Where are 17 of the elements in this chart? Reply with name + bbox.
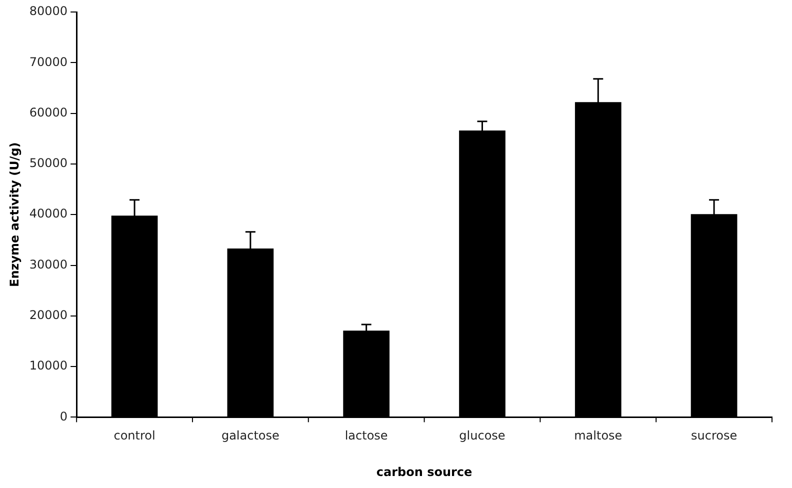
y-tick-label: 0 <box>60 409 68 424</box>
y-tick-label: 20000 <box>29 308 68 322</box>
x-tick-label: sucrose <box>690 428 738 443</box>
y-axis-title: Enzyme activity (U/g) <box>7 142 22 287</box>
x-axis-title: carbon source <box>376 464 472 479</box>
y-tick-label: 80000 <box>29 4 68 18</box>
y-tick-label: 30000 <box>29 257 68 272</box>
y-tick-label: 10000 <box>29 358 68 373</box>
x-tick-label: glucose <box>459 428 506 443</box>
x-tick-label: control <box>114 428 156 443</box>
y-tick-label: 70000 <box>29 54 68 69</box>
y-tick-label: 60000 <box>29 105 68 120</box>
y-tick-label: 40000 <box>29 206 68 221</box>
x-tick-label: maltose <box>574 428 622 443</box>
x-tick-label: galactose <box>221 428 280 443</box>
x-tick-label: lactose <box>344 428 388 443</box>
y-tick-label: 50000 <box>29 156 68 170</box>
